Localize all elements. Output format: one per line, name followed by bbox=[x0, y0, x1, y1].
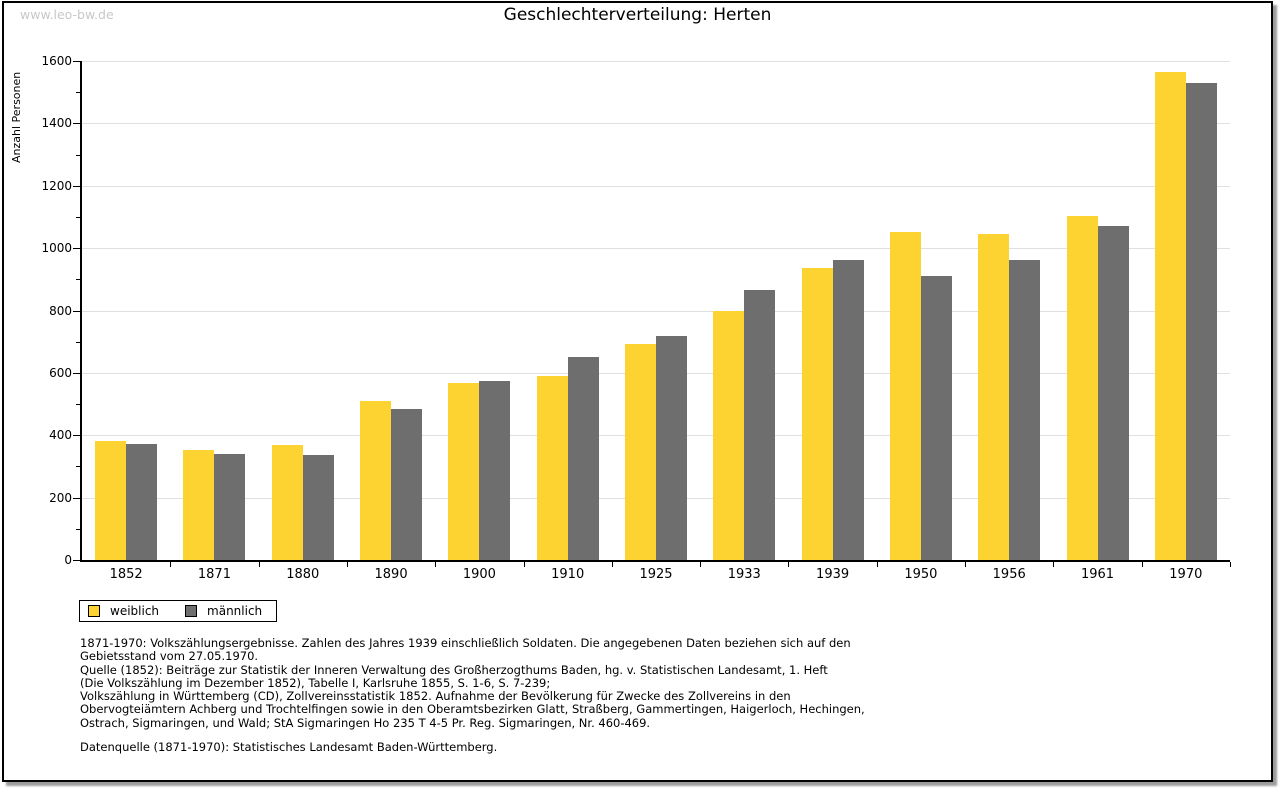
x-tick-12 bbox=[1142, 562, 1143, 567]
x-tick-3 bbox=[347, 562, 348, 567]
legend-swatch-icon bbox=[88, 605, 100, 617]
y-tick-label-600: 600 bbox=[49, 365, 72, 380]
bar-männlich-1900 bbox=[479, 381, 510, 560]
y-tick-100 bbox=[76, 528, 80, 530]
x-tick-7 bbox=[700, 562, 701, 567]
x-tick-6 bbox=[612, 562, 613, 567]
datasource-text: Datenquelle (1871-1970): Statistisches L… bbox=[80, 740, 498, 754]
x-tick-10 bbox=[965, 562, 966, 567]
footnote-text: 1871-1970: Volkszählungsergebnisse. Zahl… bbox=[80, 636, 865, 730]
y-tick-1500 bbox=[76, 92, 80, 94]
bar-weiblich-1970 bbox=[1155, 72, 1186, 560]
y-tick-label-400: 400 bbox=[49, 428, 72, 443]
bar-männlich-1890 bbox=[391, 409, 422, 560]
y-tick-1200 bbox=[73, 185, 80, 187]
x-category-label-1900: 1900 bbox=[462, 567, 496, 582]
y-tick-1400 bbox=[73, 123, 80, 125]
x-tick-5 bbox=[524, 562, 525, 567]
chart-title: Geschlechterverteilung: Herten bbox=[503, 5, 772, 25]
bar-weiblich-1900 bbox=[448, 383, 479, 560]
x-category-label-1871: 1871 bbox=[197, 567, 231, 582]
bar-männlich-1852 bbox=[126, 444, 157, 560]
x-category-label-1961: 1961 bbox=[1080, 567, 1115, 582]
y-tick-800 bbox=[73, 310, 80, 312]
legend-item-männlich: männlich bbox=[185, 604, 262, 618]
bar-weiblich-1880 bbox=[272, 445, 303, 560]
x-category-label-1933: 1933 bbox=[727, 567, 761, 582]
bar-männlich-1950 bbox=[921, 276, 952, 560]
bar-weiblich-1852 bbox=[95, 441, 126, 560]
y-tick-1100 bbox=[76, 216, 80, 218]
y-tick-label-1200: 1200 bbox=[41, 178, 72, 193]
x-tick-2 bbox=[259, 562, 260, 567]
bar-weiblich-1925 bbox=[625, 344, 656, 560]
x-category-label-1956: 1956 bbox=[992, 567, 1026, 582]
y-tick-300 bbox=[76, 466, 80, 468]
x-category-label-1970: 1970 bbox=[1169, 567, 1203, 582]
x-category-label-1880: 1880 bbox=[286, 567, 320, 582]
x-tick-8 bbox=[788, 562, 789, 567]
x-axis-line bbox=[80, 560, 1230, 562]
x-category-label-1852: 1852 bbox=[109, 567, 143, 582]
bar-männlich-1939 bbox=[833, 260, 864, 560]
y-tick-label-1000: 1000 bbox=[41, 241, 72, 256]
x-tick-13 bbox=[1230, 562, 1231, 567]
plot-area: 0 200 400 600 800 1000 1200 1400 1600 1852 1871 188… bbox=[41, 54, 1231, 582]
bar-männlich-1956 bbox=[1009, 260, 1040, 560]
gridline-1000 bbox=[82, 248, 1230, 250]
legend-label: männlich bbox=[207, 604, 263, 618]
legend-item-weiblich: weiblich bbox=[88, 604, 159, 618]
bar-männlich-1910 bbox=[568, 357, 599, 560]
bar-weiblich-1910 bbox=[537, 376, 568, 560]
watermark-leo-bw: www.leo-bw.de bbox=[20, 7, 114, 22]
bar-männlich-1880 bbox=[303, 455, 334, 560]
x-tick-1 bbox=[170, 562, 171, 567]
bar-weiblich-1961 bbox=[1067, 216, 1098, 560]
y-tick-900 bbox=[76, 279, 80, 281]
y-tick-1600 bbox=[73, 61, 80, 62]
x-category-label-1939: 1939 bbox=[816, 567, 850, 582]
legend-label: weiblich bbox=[110, 604, 160, 618]
x-category-label-1910: 1910 bbox=[551, 567, 585, 582]
y-tick-400 bbox=[73, 435, 80, 437]
y-tick-700 bbox=[76, 341, 80, 343]
bar-weiblich-1871 bbox=[183, 450, 214, 560]
y-tick-label-1400: 1400 bbox=[41, 116, 72, 131]
bar-weiblich-1950 bbox=[890, 232, 921, 560]
bar-weiblich-1956 bbox=[978, 234, 1009, 560]
x-category-label-1925: 1925 bbox=[639, 567, 673, 582]
y-tick-600 bbox=[73, 372, 80, 374]
x-tick-11 bbox=[1053, 562, 1054, 567]
x-category-label-1950: 1950 bbox=[904, 567, 938, 582]
y-axis-title: Anzahl Personen bbox=[10, 71, 23, 163]
gridline-1200 bbox=[82, 185, 1230, 187]
y-tick-1300 bbox=[76, 154, 80, 156]
gridline-1400 bbox=[82, 123, 1230, 125]
x-tick-9 bbox=[877, 562, 878, 567]
x-tick-4 bbox=[435, 562, 436, 567]
x-category-label-1890: 1890 bbox=[374, 567, 408, 582]
y-axis-line bbox=[80, 61, 82, 562]
bar-weiblich-1933 bbox=[713, 311, 744, 560]
y-tick-0 bbox=[73, 560, 80, 561]
y-tick-label-800: 800 bbox=[49, 303, 72, 318]
legend: weiblich männlich bbox=[79, 600, 278, 622]
bar-weiblich-1939 bbox=[802, 268, 833, 560]
bar-männlich-1933 bbox=[744, 290, 775, 560]
legend-swatch-icon bbox=[185, 605, 198, 617]
y-tick-label-200: 200 bbox=[49, 490, 72, 505]
y-tick-label-0: 0 bbox=[64, 553, 72, 567]
y-tick-1000 bbox=[73, 248, 80, 250]
bar-männlich-1871 bbox=[214, 454, 245, 560]
y-tick-200 bbox=[73, 497, 80, 499]
y-tick-label-1600: 1600 bbox=[41, 54, 72, 68]
y-tick-500 bbox=[76, 404, 80, 406]
gridline-800 bbox=[82, 310, 1230, 312]
bar-weiblich-1890 bbox=[360, 401, 391, 560]
bar-männlich-1961 bbox=[1098, 226, 1129, 560]
bar-männlich-1925 bbox=[656, 336, 687, 560]
gridline-1600 bbox=[82, 61, 1230, 62]
bar-männlich-1970 bbox=[1186, 83, 1217, 560]
